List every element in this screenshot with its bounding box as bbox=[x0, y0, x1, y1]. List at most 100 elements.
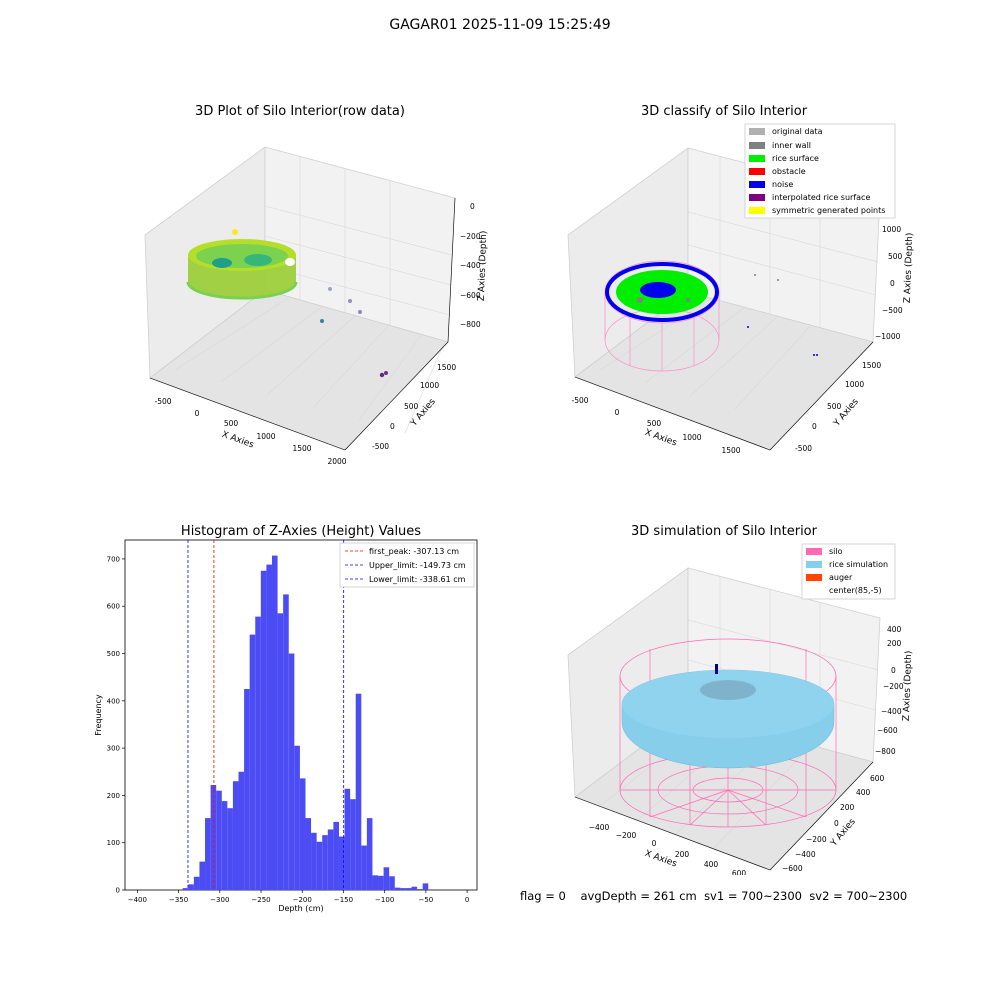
histogram-bar bbox=[299, 778, 306, 890]
plot4-legend: silo rice simulation auger center(85,-5) bbox=[801, 543, 896, 600]
histogram-bar bbox=[322, 835, 328, 890]
plot2-title: 3D classify of Silo Interior bbox=[640, 104, 808, 119]
plot4-xtick: −400 bbox=[589, 823, 610, 832]
plot2-ytick: -500 bbox=[795, 444, 812, 453]
x-tick-label: −400 bbox=[128, 896, 147, 904]
histogram-bar bbox=[221, 801, 228, 890]
plot4-ytick: −200 bbox=[806, 835, 827, 844]
histogram-bar bbox=[344, 788, 351, 890]
histogram-bar bbox=[288, 653, 295, 890]
plot4-ytick: 200 bbox=[840, 803, 855, 812]
plot4-xtick: 0 bbox=[652, 839, 657, 848]
histogram-reference-lines bbox=[187, 540, 345, 890]
plot1-ztick: −600 bbox=[460, 291, 481, 300]
histogram-bar bbox=[266, 564, 272, 890]
histogram-bar bbox=[422, 883, 429, 890]
legend-label: auger bbox=[829, 573, 853, 582]
histogram-bar bbox=[372, 875, 379, 890]
x-tick-label: 0 bbox=[465, 896, 469, 904]
plot2-ztick: −500 bbox=[882, 306, 903, 315]
plot4-3d-axes: −400 −200 0 200 400 600 −600 −400 −200 0… bbox=[567, 543, 914, 875]
histogram-bar bbox=[205, 818, 211, 890]
plot4-ztick: −800 bbox=[875, 747, 896, 756]
legend-swatch-rice-surface bbox=[749, 155, 765, 162]
plot4-ylabel: Y Axies bbox=[829, 817, 858, 849]
histogram-xlabel: Depth (cm) bbox=[278, 904, 323, 913]
plot4-ztick: −600 bbox=[877, 726, 898, 735]
plot1-ytick: 1500 bbox=[437, 363, 456, 372]
plot4-xlabel: X Axies bbox=[643, 849, 678, 870]
plot4-xtick: 200 bbox=[675, 850, 690, 859]
plot2-3d-axes: -500 0 500 1000 1500 -500 0 500 1000 150… bbox=[567, 123, 915, 455]
histogram-x-ticks: −400 −350 −300 −250 −200 −150 −100 −50 0 bbox=[128, 890, 469, 904]
plot1-rice-points bbox=[186, 229, 298, 300]
plot3-title: Histogram of Z-Axies (Height) Values bbox=[180, 524, 422, 539]
histogram-bar bbox=[327, 829, 334, 890]
plot2-ztick: −1000 bbox=[875, 332, 901, 341]
plot2-ztick: 0 bbox=[890, 279, 895, 288]
plot1-ytick: 500 bbox=[404, 402, 419, 411]
plot2-classified-points bbox=[605, 262, 818, 356]
status-footer: flag = 0 avgDepth = 261 cm sv1 = 700~230… bbox=[520, 889, 907, 903]
histogram-ylabel: Frequency bbox=[94, 694, 103, 736]
sv2-text: sv2 = 700~2300 bbox=[809, 889, 908, 903]
plot2-xtick: 500 bbox=[647, 419, 662, 428]
plot1-ztick: −800 bbox=[460, 320, 481, 329]
plot1-ytick: -500 bbox=[372, 442, 389, 451]
legend-swatch-auger bbox=[806, 574, 822, 581]
plot1-xtick: 500 bbox=[224, 419, 239, 428]
legend-label: center(85,-5) bbox=[829, 586, 882, 595]
x-tick-label: −200 bbox=[293, 896, 312, 904]
y-tick-label: 700 bbox=[107, 555, 120, 563]
legend-label: original data bbox=[772, 127, 823, 136]
plot1-ztick: 0 bbox=[470, 202, 475, 211]
plot4-ztick: 400 bbox=[887, 625, 902, 634]
histogram-bar bbox=[305, 818, 312, 890]
plot1-ztick: −400 bbox=[460, 261, 481, 270]
legend-swatch-interpolated bbox=[749, 194, 765, 201]
x-tick-label: −50 bbox=[418, 896, 433, 904]
plot2-zlabel: Z Axies (Depth) bbox=[903, 233, 915, 304]
plot4-ztick: 0 bbox=[891, 666, 896, 675]
histogram-y-ticks: 0 100 200 300 400 500 600 700 bbox=[107, 555, 125, 895]
plot4-ytick: 0 bbox=[834, 819, 839, 828]
histogram-bar bbox=[227, 808, 233, 890]
plot1-xlabel: X Axies bbox=[220, 430, 255, 451]
plot1-xtick: 1500 bbox=[292, 444, 311, 453]
histogram-bar bbox=[338, 836, 345, 890]
legend-upper-limit: Upper_limit: -149.73 cm bbox=[369, 561, 466, 570]
histogram-bar bbox=[294, 745, 300, 890]
plot2-xtick: -500 bbox=[571, 396, 588, 405]
plot4-ztick: −200 bbox=[883, 682, 904, 691]
plot2-xtick: 0 bbox=[615, 408, 620, 417]
histogram-bar bbox=[361, 845, 367, 890]
plot4-zlabel: Z Axies (Depth) bbox=[902, 651, 914, 722]
histogram-bar bbox=[311, 832, 317, 890]
figure-title: GAGAR01 2025-11-09 15:25:49 bbox=[389, 17, 611, 33]
histogram-bar bbox=[316, 841, 323, 890]
x-tick-label: −100 bbox=[375, 896, 394, 904]
y-tick-label: 300 bbox=[107, 745, 120, 753]
histogram-bar bbox=[394, 887, 401, 890]
legend-label: rice surface bbox=[772, 154, 819, 163]
plot4-ytick: 400 bbox=[856, 788, 871, 797]
plot4-xtick: 600 bbox=[732, 869, 747, 875]
plot1-title: 3D Plot of Silo Interior(row data) bbox=[195, 104, 405, 119]
histogram-bar bbox=[210, 785, 217, 890]
plot4-xtick: −200 bbox=[616, 831, 637, 840]
plot2-ytick: 1500 bbox=[862, 361, 881, 370]
histogram-bar bbox=[238, 771, 245, 890]
plot1-ztick: −200 bbox=[460, 232, 481, 241]
histogram-bar bbox=[383, 867, 390, 890]
histogram-bar bbox=[260, 570, 267, 890]
plot1-xtick: -500 bbox=[154, 397, 171, 406]
y-tick-label: 600 bbox=[107, 603, 120, 611]
histogram-bar bbox=[378, 875, 384, 890]
histogram-bar bbox=[405, 888, 412, 890]
legend-swatch-obstacle bbox=[749, 168, 765, 175]
plot4-ytick: −400 bbox=[795, 850, 816, 859]
plot2-ytick: 500 bbox=[827, 402, 842, 411]
histogram-bar bbox=[283, 594, 289, 890]
avg-depth-text: avgDepth = 261 cm bbox=[580, 889, 697, 903]
plot2-xtick: 1000 bbox=[682, 433, 701, 442]
